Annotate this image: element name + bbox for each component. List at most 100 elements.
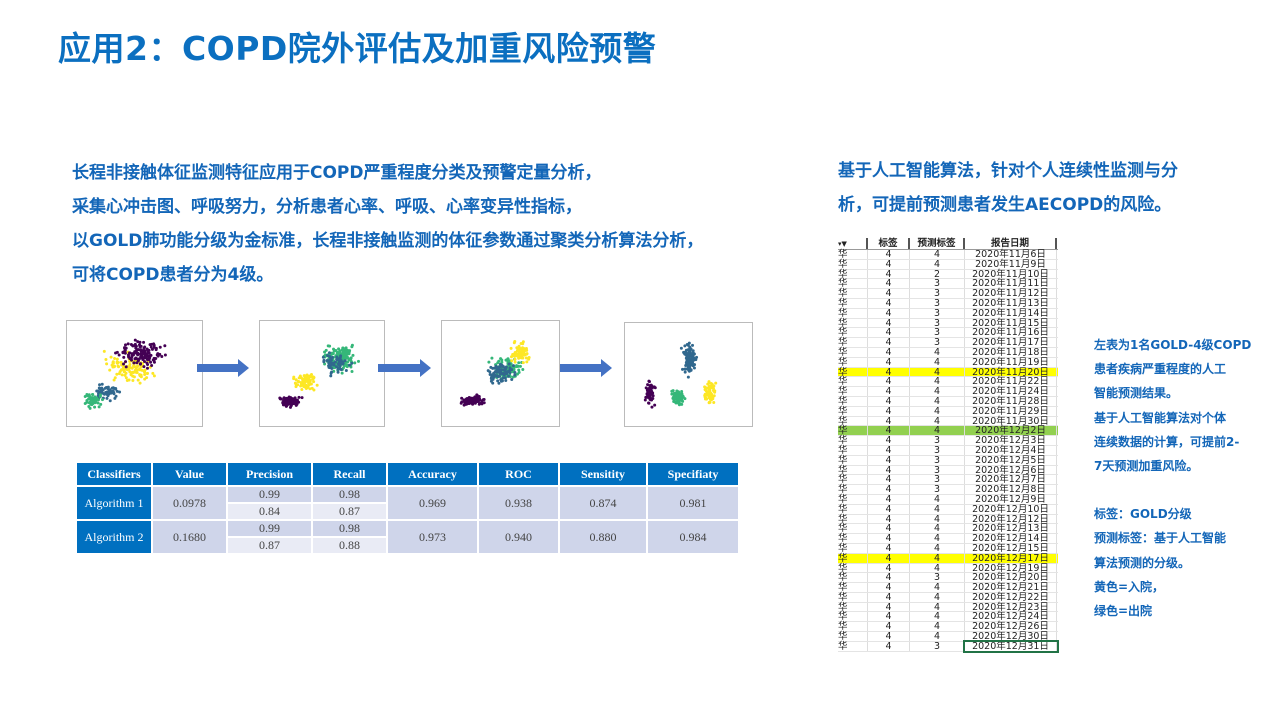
sheet-row[interactable]: 华 4 4 2020年12月2日 <box>838 426 1058 437</box>
name-cell[interactable]: 华 <box>838 544 868 553</box>
label-cell[interactable]: 4 <box>868 397 910 406</box>
date-cell[interactable]: 2020年12月15日 <box>965 544 1057 553</box>
predicted-cell[interactable]: 4 <box>910 504 965 514</box>
label-cell[interactable]: 4 <box>868 357 910 367</box>
sheet-row[interactable]: 华 4 3 2020年12月31日 <box>838 639 1059 653</box>
date-cell[interactable]: 2020年12月13日 <box>965 524 1057 534</box>
predicted-cell[interactable]: 4 <box>910 426 965 436</box>
predicted-cell[interactable]: 3 <box>910 455 965 465</box>
sheet-row[interactable]: 华 4 4 2020年12月24日 <box>838 612 1058 623</box>
predicted-cell[interactable]: 4 <box>910 553 965 563</box>
name-cell[interactable]: 华 <box>838 299 868 308</box>
name-cell[interactable]: 华 <box>838 455 868 465</box>
name-cell[interactable]: 华 <box>838 504 868 514</box>
column-header-predicted[interactable]: 预测标签 <box>910 238 965 249</box>
predicted-cell[interactable]: 4 <box>910 612 965 622</box>
sheet-row[interactable]: 华 4 4 2020年12月9日 <box>838 495 1058 505</box>
predicted-cell[interactable]: 2 <box>910 269 965 279</box>
label-cell[interactable]: 4 <box>868 593 910 602</box>
date-cell[interactable]: 2020年11月13日 <box>965 299 1057 308</box>
name-cell[interactable]: 华 <box>838 514 868 524</box>
date-cell[interactable]: 2020年11月18日 <box>965 348 1057 357</box>
label-cell[interactable]: 4 <box>868 377 910 387</box>
predicted-cell[interactable]: 3 <box>910 308 965 318</box>
name-cell[interactable]: 华 <box>838 642 868 651</box>
sheet-row[interactable]: 华 4 3 2020年12月4日 <box>838 446 1058 456</box>
column-header-label[interactable]: 标签 <box>868 238 910 249</box>
date-cell[interactable]: 2020年11月17日 <box>965 338 1057 347</box>
predicted-cell[interactable]: 3 <box>910 446 965 455</box>
date-cell[interactable]: 2020年12月22日 <box>965 593 1057 602</box>
label-cell[interactable]: 4 <box>868 426 910 436</box>
label-cell[interactable]: 4 <box>868 632 910 641</box>
sheet-row[interactable]: 华 4 4 2020年12月10日 <box>838 504 1058 515</box>
label-cell[interactable]: 4 <box>868 299 910 308</box>
label-cell[interactable]: 4 <box>868 387 910 396</box>
name-cell[interactable]: 华 <box>838 416 868 426</box>
date-cell[interactable]: 2020年12月10日 <box>965 504 1057 514</box>
predicted-cell[interactable]: 4 <box>910 544 965 553</box>
date-cell[interactable]: 2020年11月9日 <box>965 260 1057 269</box>
label-cell[interactable]: 4 <box>868 495 910 504</box>
predicted-cell[interactable]: 4 <box>910 416 965 426</box>
name-cell[interactable]: 华 <box>838 524 868 534</box>
sheet-row[interactable]: 华 4 3 2020年12月7日 <box>838 475 1058 486</box>
date-cell[interactable]: 2020年12月9日 <box>965 495 1057 504</box>
label-cell[interactable]: 4 <box>868 289 910 298</box>
sheet-row[interactable]: 华 4 4 2020年11月18日 <box>838 348 1058 358</box>
date-cell[interactable]: 2020年11月6日 <box>965 250 1057 259</box>
label-cell[interactable]: 4 <box>868 622 910 632</box>
label-cell[interactable]: 4 <box>868 534 910 543</box>
sheet-row[interactable]: 华 4 4 2020年12月22日 <box>838 593 1058 603</box>
predicted-cell[interactable]: 4 <box>910 397 965 406</box>
label-cell[interactable]: 4 <box>868 524 910 534</box>
label-cell[interactable]: 4 <box>868 602 910 612</box>
name-cell[interactable]: 华 <box>838 308 868 318</box>
date-cell[interactable]: 2020年12月4日 <box>965 446 1057 455</box>
predicted-cell[interactable]: 3 <box>910 485 965 494</box>
date-cell[interactable]: 2020年12月8日 <box>965 485 1057 494</box>
sheet-row[interactable]: 华 4 4 2020年11月20日 <box>838 367 1058 378</box>
label-cell[interactable]: 4 <box>868 436 910 445</box>
label-cell[interactable]: 4 <box>868 367 910 377</box>
label-cell[interactable]: 4 <box>868 573 910 583</box>
sheet-row[interactable]: 华 4 4 2020年12月30日 <box>838 632 1058 642</box>
predicted-cell[interactable]: 3 <box>910 318 965 328</box>
date-cell[interactable]: 2020年12月5日 <box>965 455 1057 465</box>
name-cell[interactable]: 华 <box>838 260 868 269</box>
predicted-cell[interactable]: 4 <box>910 593 965 602</box>
name-cell[interactable]: 华 <box>838 348 868 357</box>
predicted-cell[interactable]: 4 <box>910 377 965 387</box>
date-cell[interactable]: 2020年12月14日 <box>965 534 1057 543</box>
date-cell[interactable]: 2020年11月12日 <box>965 289 1057 298</box>
label-cell[interactable]: 4 <box>868 642 910 651</box>
name-cell[interactable]: 华 <box>838 357 868 367</box>
sheet-row[interactable]: 华 4 4 2020年12月23日 <box>838 602 1058 613</box>
name-cell[interactable]: 华 <box>838 436 868 445</box>
predicted-cell[interactable]: 3 <box>910 436 965 445</box>
name-cell[interactable]: 华 <box>838 426 868 436</box>
name-cell[interactable]: 华 <box>838 446 868 455</box>
label-cell[interactable]: 4 <box>868 318 910 328</box>
sheet-row[interactable]: 华 4 4 2020年11月24日 <box>838 387 1058 397</box>
sheet-row[interactable]: 华 4 4 2020年12月26日 <box>838 622 1058 633</box>
predicted-cell[interactable]: 4 <box>910 357 965 367</box>
name-cell[interactable]: 华 <box>838 573 868 583</box>
date-cell[interactable]: 2020年11月30日 <box>965 416 1057 426</box>
label-cell[interactable]: 4 <box>868 485 910 494</box>
date-cell[interactable]: 2020年12月26日 <box>965 622 1057 632</box>
date-cell[interactable]: 2020年11月16日 <box>965 328 1057 338</box>
sheet-row[interactable]: 华 4 4 2020年12月17日 <box>838 553 1058 564</box>
predicted-cell[interactable]: 4 <box>910 583 965 592</box>
date-cell[interactable]: 2020年11月24日 <box>965 387 1057 396</box>
date-cell[interactable]: 2020年11月19日 <box>965 357 1057 367</box>
label-cell[interactable]: 4 <box>868 308 910 318</box>
date-cell[interactable]: 2020年12月19日 <box>965 563 1057 573</box>
label-cell[interactable]: 4 <box>868 544 910 553</box>
label-cell[interactable]: 4 <box>868 269 910 279</box>
name-cell[interactable]: 华 <box>838 622 868 632</box>
sheet-row[interactable]: 华 4 3 2020年11月14日 <box>838 308 1058 319</box>
predicted-cell[interactable]: 3 <box>910 573 965 583</box>
date-cell[interactable]: 2020年11月29日 <box>965 406 1057 416</box>
sheet-row[interactable]: 华 4 4 2020年11月22日 <box>838 377 1058 388</box>
